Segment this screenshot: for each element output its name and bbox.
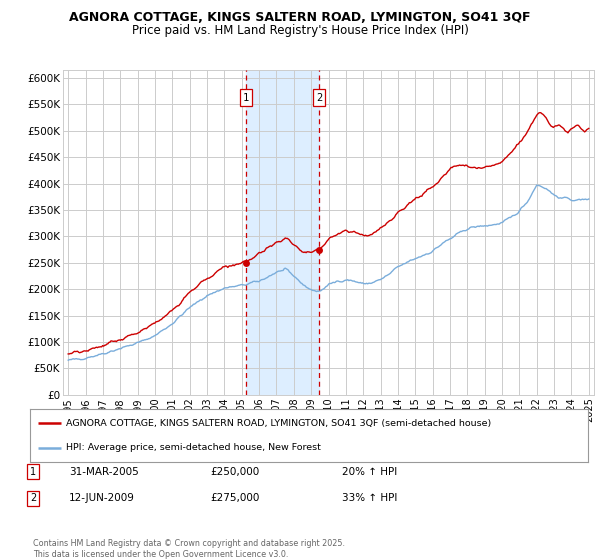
Text: 31-MAR-2005: 31-MAR-2005 xyxy=(69,466,139,477)
Text: 20% ↑ HPI: 20% ↑ HPI xyxy=(342,466,397,477)
Text: £250,000: £250,000 xyxy=(210,466,259,477)
Text: 12-JUN-2009: 12-JUN-2009 xyxy=(69,493,135,503)
Text: Contains HM Land Registry data © Crown copyright and database right 2025.
This d: Contains HM Land Registry data © Crown c… xyxy=(33,539,345,559)
Text: 33% ↑ HPI: 33% ↑ HPI xyxy=(342,493,397,503)
Text: £275,000: £275,000 xyxy=(210,493,259,503)
Text: 2: 2 xyxy=(30,493,36,503)
Text: Price paid vs. HM Land Registry's House Price Index (HPI): Price paid vs. HM Land Registry's House … xyxy=(131,24,469,37)
Text: HPI: Average price, semi-detached house, New Forest: HPI: Average price, semi-detached house,… xyxy=(66,443,321,452)
Text: AGNORA COTTAGE, KINGS SALTERN ROAD, LYMINGTON, SO41 3QF (semi-detached house): AGNORA COTTAGE, KINGS SALTERN ROAD, LYMI… xyxy=(66,419,491,428)
Bar xyxy=(246,70,319,395)
Text: 1: 1 xyxy=(243,92,249,102)
Text: 1: 1 xyxy=(30,466,36,477)
Text: AGNORA COTTAGE, KINGS SALTERN ROAD, LYMINGTON, SO41 3QF: AGNORA COTTAGE, KINGS SALTERN ROAD, LYMI… xyxy=(69,11,531,24)
Text: 2: 2 xyxy=(316,92,322,102)
